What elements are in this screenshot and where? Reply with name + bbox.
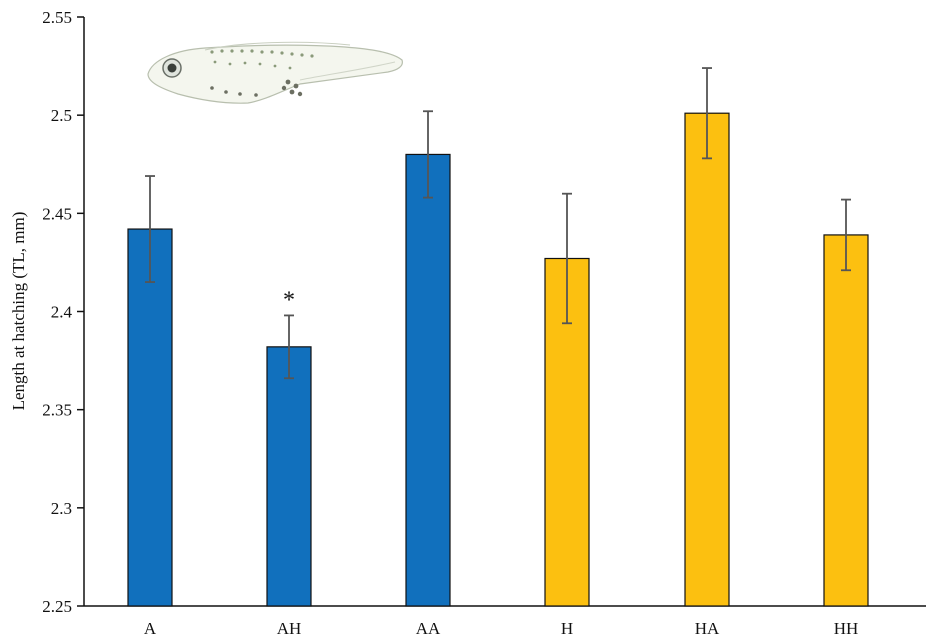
bar-a xyxy=(127,228,173,607)
y-ticks: 2.25 2.3 2.35 2.4 2.45 2.5 2.55 xyxy=(42,8,84,616)
x-tick-label-ha: HA xyxy=(695,619,720,638)
annotations: * xyxy=(283,287,295,313)
larval-fish-illustration xyxy=(147,41,403,104)
bar-ha xyxy=(684,112,730,607)
significance-marker: * xyxy=(283,287,295,313)
x-tick-label-ah: AH xyxy=(277,619,302,638)
y-tick-label: 2.55 xyxy=(42,8,72,27)
y-tick-label: 2.5 xyxy=(51,106,72,125)
y-axis-title: Length at hatching (TL, mm) xyxy=(9,212,28,411)
x-tick-label-hh: HH xyxy=(834,619,859,638)
bar-aa xyxy=(405,153,451,607)
y-tick-label: 2.45 xyxy=(42,204,72,223)
y-tick-label: 2.25 xyxy=(42,597,72,616)
bars xyxy=(127,112,869,607)
x-tick-labels: A AH AA H HA HH xyxy=(144,619,858,638)
x-tick-label-aa: AA xyxy=(416,619,441,638)
y-tick-label: 2.4 xyxy=(51,303,73,322)
error-bars xyxy=(145,67,851,380)
bar-hh xyxy=(823,234,869,607)
x-tick-label-a: A xyxy=(144,619,157,638)
bar-ah xyxy=(266,346,312,607)
x-tick-label-h: H xyxy=(561,619,573,638)
y-tick-label: 2.3 xyxy=(51,499,72,518)
y-tick-label: 2.35 xyxy=(42,401,72,420)
